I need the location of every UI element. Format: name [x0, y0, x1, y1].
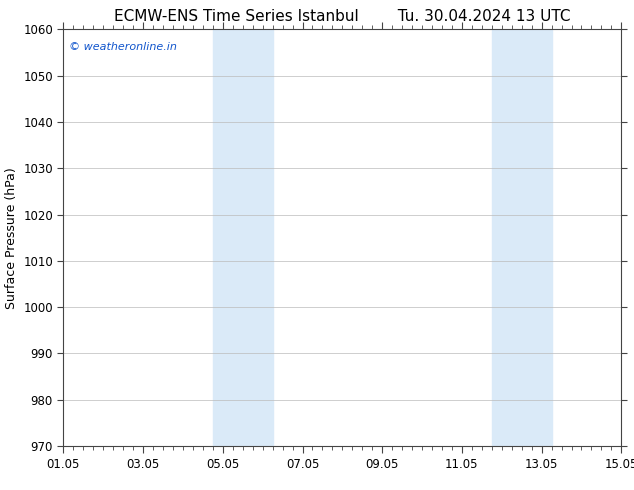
- Bar: [213, 29, 273, 446]
- Text: © weatheronline.in: © weatheronline.in: [69, 42, 177, 52]
- Y-axis label: Surface Pressure (hPa): Surface Pressure (hPa): [4, 167, 18, 309]
- Title: ECMW-ENS Time Series Istanbul        Tu. 30.04.2024 13 UTC: ECMW-ENS Time Series Istanbul Tu. 30.04.…: [114, 9, 571, 24]
- Bar: [492, 29, 552, 446]
